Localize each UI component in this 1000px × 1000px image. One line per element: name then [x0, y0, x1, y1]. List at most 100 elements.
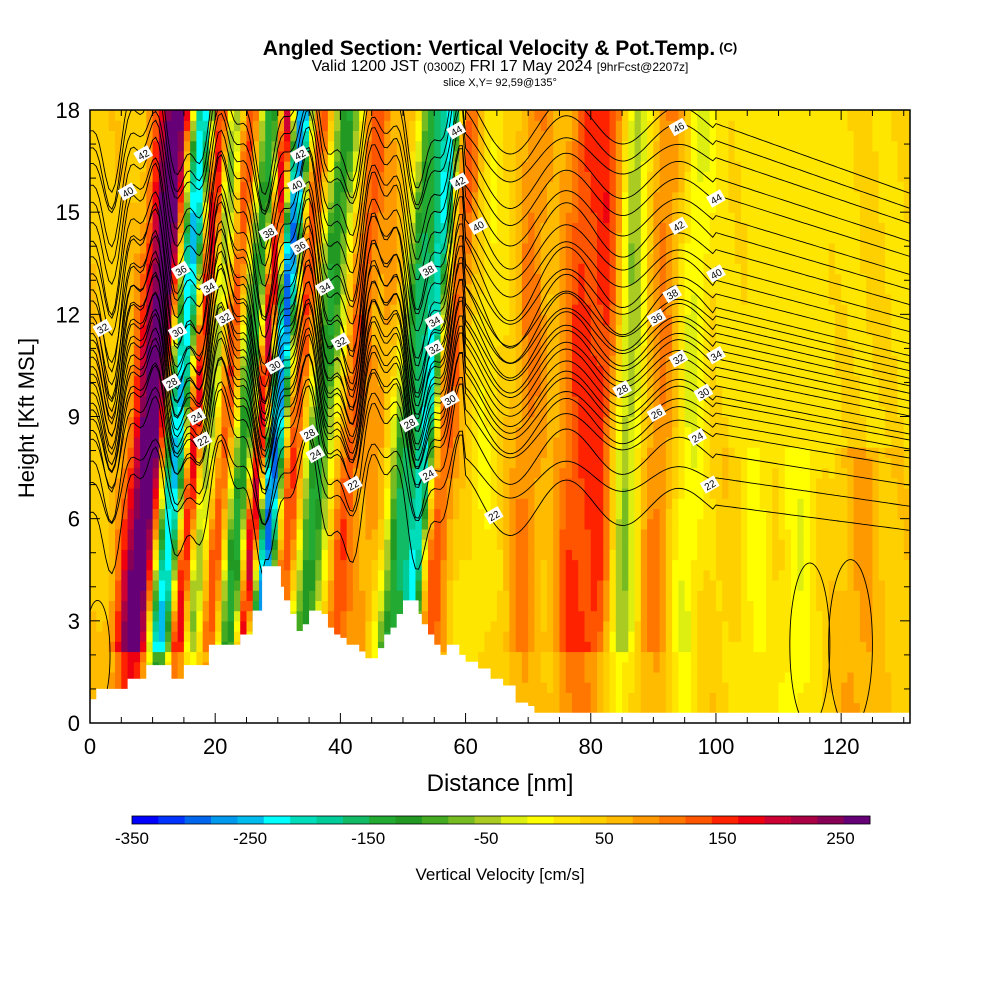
velocity-cell — [471, 324, 479, 336]
velocity-cell — [334, 549, 341, 561]
velocity-cell — [158, 222, 166, 234]
velocity-cell — [377, 508, 385, 520]
velocity-cell — [259, 488, 266, 499]
velocity-cell — [440, 140, 448, 152]
velocity-cell — [121, 610, 129, 622]
velocity-cell — [377, 120, 385, 132]
velocity-cell — [140, 253, 147, 264]
velocity-cell — [365, 477, 373, 489]
velocity-cell — [453, 559, 460, 571]
velocity-cell — [315, 201, 323, 213]
velocity-cell — [521, 253, 529, 264]
velocity-cell — [528, 539, 536, 550]
velocity-cell — [390, 212, 398, 223]
velocity-cell — [140, 171, 147, 183]
velocity-cell — [365, 528, 373, 540]
velocity-cell — [446, 590, 454, 601]
velocity-cell — [271, 477, 279, 489]
velocity-cell — [146, 549, 154, 561]
velocity-cell — [265, 130, 273, 142]
velocity-cell — [158, 498, 166, 510]
velocity-cell — [396, 457, 404, 469]
velocity-cell — [102, 539, 110, 550]
velocity-cell — [546, 385, 554, 397]
velocity-cell — [553, 590, 561, 601]
velocity-cell — [183, 253, 191, 264]
velocity-cell — [365, 150, 373, 162]
velocity-cell — [340, 416, 348, 428]
velocity-cell — [515, 651, 523, 663]
velocity-cell — [503, 253, 510, 264]
velocity-cell — [515, 314, 523, 326]
velocity-cell — [309, 498, 316, 510]
velocity-cell — [559, 671, 567, 683]
velocity-cell — [565, 273, 573, 285]
velocity-cell — [453, 406, 460, 418]
velocity-cell — [246, 539, 254, 550]
velocity-cell — [133, 375, 141, 387]
velocity-cell — [177, 181, 185, 193]
velocity-cell — [340, 467, 348, 479]
velocity-cell — [559, 273, 567, 285]
velocity-cell — [590, 253, 598, 264]
velocity-cell — [415, 222, 423, 234]
velocity-cell — [528, 579, 536, 591]
velocity-cell — [496, 273, 504, 285]
velocity-cell — [265, 549, 273, 561]
velocity-cell — [240, 518, 248, 530]
velocity-cell — [421, 140, 429, 152]
velocity-cell — [584, 518, 592, 530]
velocity-cell — [133, 273, 141, 285]
velocity-cell — [390, 232, 398, 244]
velocity-cell — [384, 610, 392, 622]
velocity-cell — [90, 222, 97, 234]
velocity-cell — [534, 201, 542, 213]
velocity-cell — [571, 120, 579, 132]
velocity-cell — [565, 610, 573, 622]
velocity-cell — [196, 253, 204, 264]
velocity-cell — [96, 416, 104, 428]
velocity-cell — [515, 528, 523, 540]
velocity-cell — [609, 631, 617, 642]
velocity-cell — [509, 181, 517, 193]
velocity-cell — [565, 212, 573, 223]
velocity-cell — [465, 620, 473, 632]
velocity-cell — [190, 518, 198, 530]
velocity-cell — [252, 569, 260, 581]
velocity-cell — [177, 304, 185, 315]
velocity-cell — [428, 222, 435, 234]
velocity-cell — [509, 661, 517, 673]
velocity-cell — [133, 140, 141, 152]
velocity-cell — [540, 171, 548, 183]
velocity-cell — [334, 457, 341, 469]
velocity-cell — [359, 641, 367, 653]
velocity-cell — [277, 416, 285, 428]
velocity-cell — [284, 508, 291, 520]
velocity-cell — [528, 355, 536, 367]
velocity-cell — [146, 579, 154, 591]
velocity-cell — [296, 498, 304, 510]
velocity-cell — [565, 702, 573, 714]
velocity-cell — [521, 191, 529, 203]
velocity-cell — [108, 600, 116, 612]
velocity-cell — [208, 488, 216, 499]
chart-subtitle: Valid 1200 JST (0300Z) FRI 17 May 2024 [… — [0, 58, 1000, 76]
velocity-cell — [108, 232, 116, 244]
velocity-cell — [158, 569, 166, 581]
velocity-cell — [196, 549, 204, 561]
velocity-cell — [515, 242, 523, 254]
velocity-cell — [121, 508, 129, 520]
velocity-cell — [490, 406, 498, 418]
velocity-cell — [590, 232, 598, 244]
velocity-cell — [196, 416, 204, 428]
velocity-cell — [152, 334, 160, 346]
velocity-cell — [90, 590, 97, 601]
velocity-cell — [121, 242, 129, 254]
velocity-cell — [96, 641, 104, 653]
velocity-cell — [108, 671, 116, 683]
velocity-cell — [302, 120, 310, 132]
velocity-cell — [152, 426, 160, 438]
velocity-cell — [177, 191, 185, 203]
velocity-cell — [302, 232, 310, 244]
velocity-cell — [340, 375, 348, 387]
